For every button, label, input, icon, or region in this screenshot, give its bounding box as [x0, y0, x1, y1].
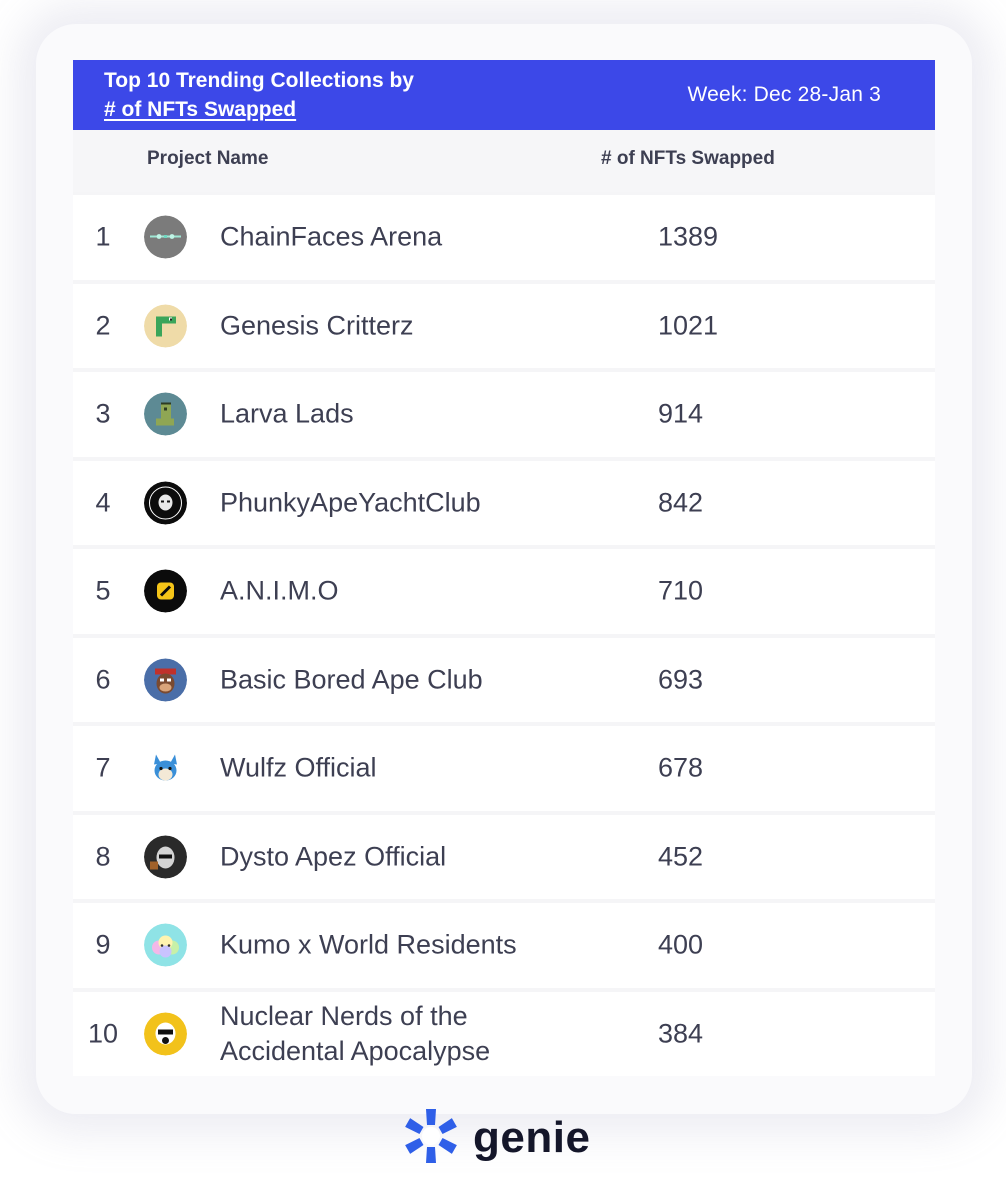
row-count: 693	[658, 664, 704, 695]
table-row: 3 Larva Lads 914	[73, 372, 935, 457]
genie-logo: genie	[403, 1108, 590, 1168]
row-count: 914	[658, 398, 704, 429]
genie-wordmark: genie	[473, 1113, 591, 1162]
wulfz-official-avatar-icon	[144, 746, 187, 790]
row-project-name: A.N.I.M.O	[220, 575, 339, 606]
table-row: 8 Dysto Apez Official 452	[73, 814, 935, 899]
row-count: 710	[658, 575, 704, 606]
column-header-project: Project Name	[147, 148, 269, 169]
row-project-name: Dysto Apez Official	[220, 841, 447, 872]
table-row: 2 Genesis Critterz 1021	[73, 283, 935, 368]
row-count: 1389	[658, 221, 719, 252]
row-rank: 2	[95, 310, 111, 341]
row-count: 452	[658, 841, 704, 872]
nuclear-nerds-avatar-icon	[144, 1012, 187, 1056]
table-title: Top 10 Trending Collections by # of NFTs…	[104, 66, 414, 124]
row-count: 842	[658, 487, 704, 518]
genie-star-logo-icon	[403, 1107, 459, 1170]
phunky-ape-yacht-club-avatar-icon	[144, 481, 187, 525]
genesis-critterz-avatar-icon	[144, 304, 187, 348]
table-body: 1 ChainFaces Arena 1389 2 Genesis Crit	[73, 195, 935, 1076]
table-row: 1 ChainFaces Arena 1389	[73, 195, 935, 280]
larva-lads-avatar-icon	[144, 392, 187, 436]
chainfaces-arena-avatar-icon	[144, 215, 187, 259]
row-rank: 9	[95, 929, 111, 960]
row-project-name: Kumo x World Residents	[220, 929, 517, 960]
row-count: 1021	[658, 310, 719, 341]
row-project-name: Basic Bored Ape Club	[220, 664, 483, 695]
table-row: 6 Basic Bored Ape Club 693	[73, 637, 935, 722]
table-title-line1: Top 10 Trending Collections by	[104, 69, 414, 92]
week-range: Week: Dec 28-Jan 3	[687, 83, 881, 106]
column-header-swapped: # of NFTs Swapped	[601, 148, 775, 169]
row-project-name: Larva Lads	[220, 398, 354, 429]
table-row: 7 Wulfz Official 678	[73, 726, 935, 811]
row-rank: 8	[95, 841, 111, 872]
row-project-name: ChainFaces Arena	[220, 221, 443, 252]
row-rank: 5	[95, 575, 111, 606]
row-rank: 4	[95, 487, 111, 518]
table-row: 10 Nuclear Nerds of the Accidental Apoca…	[73, 991, 935, 1076]
table-title-line2: # of NFTs Swapped	[104, 98, 297, 121]
row-rank: 7	[95, 752, 111, 783]
row-rank: 10	[87, 1018, 119, 1049]
trending-table: Top 10 Trending Collections by # of NFTs…	[73, 60, 935, 1076]
row-rank: 3	[95, 398, 111, 429]
basic-bored-ape-club-avatar-icon	[144, 658, 187, 702]
table-row: 5 A.N.I.M.O 710	[73, 549, 935, 634]
row-rank: 1	[95, 221, 111, 252]
row-count: 678	[658, 752, 704, 783]
row-project-name: Nuclear Nerds of the Accidental Apocalyp…	[220, 1000, 491, 1066]
row-project-name: Genesis Critterz	[220, 310, 414, 341]
table-banner: Top 10 Trending Collections by # of NFTs…	[73, 60, 935, 130]
row-rank: 6	[95, 664, 111, 695]
row-project-name: Wulfz Official	[220, 752, 377, 783]
row-count: 400	[658, 929, 704, 960]
table-row: 9 Kumo x World Residents 400	[73, 903, 935, 988]
animo-avatar-icon	[144, 569, 187, 613]
column-header-row: Project Name # of NFTs Swapped	[73, 130, 935, 192]
row-count: 384	[658, 1018, 704, 1049]
table-row: 4 PhunkyApeYachtClub 842	[73, 460, 935, 545]
kumo-x-world-residents-avatar-icon	[144, 923, 187, 967]
row-project-name: PhunkyApeYachtClub	[220, 487, 481, 518]
dysto-apez-official-avatar-icon	[144, 835, 187, 879]
